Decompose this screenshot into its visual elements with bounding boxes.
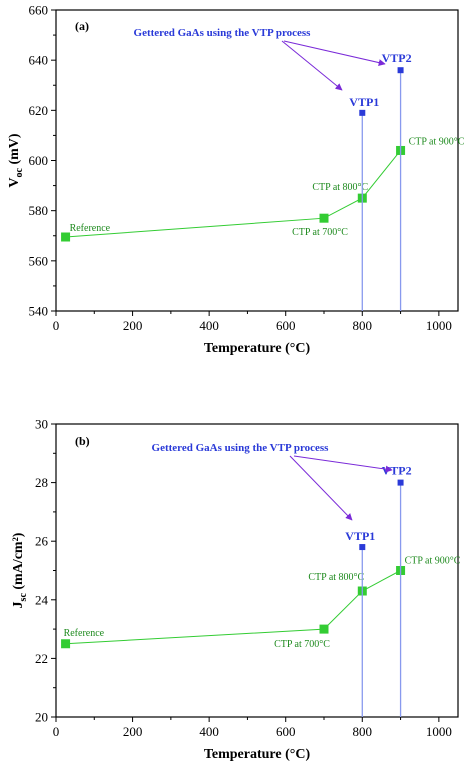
ctp-line — [65, 150, 401, 238]
vtp-point-label: VTP1 — [349, 95, 379, 109]
ctp-point — [319, 624, 329, 634]
y-tick-label: 22 — [35, 651, 48, 666]
vtp-point-label: VTP2 — [382, 464, 412, 478]
ctp-point — [61, 232, 71, 242]
y-axis-title: Voc (mV) — [7, 133, 25, 188]
vtp-point — [397, 479, 404, 486]
panel-label: (b) — [75, 434, 90, 448]
y-axis-title-unit: (mV) — [7, 133, 22, 168]
y-tick-label: 20 — [35, 710, 48, 725]
y-axis-title-main: J — [11, 601, 26, 608]
ctp-point-label: CTP at 900°C — [405, 556, 461, 567]
vtp-point-label: VTP1 — [345, 529, 375, 543]
y-axis-title: Jsc (mA/cm²) — [11, 532, 29, 608]
y-axis-title-main: V — [7, 177, 22, 187]
y-tick-label: 24 — [35, 592, 49, 607]
panel-label: (a) — [75, 19, 89, 33]
vtp-annotation: Gettered GaAs using the VTP process — [152, 442, 330, 454]
x-tick-label: 1000 — [426, 318, 452, 333]
y-tick-label: 30 — [35, 417, 48, 432]
y-tick-label: 560 — [29, 253, 49, 268]
x-tick-label: 0 — [53, 724, 60, 739]
x-tick-label: 200 — [123, 318, 143, 333]
x-tick-label: 800 — [353, 724, 373, 739]
ctp-point-label: CTP at 800°C — [308, 572, 364, 583]
panel-a: 0 200 400 600 800 1000 540 560 580 600 620 640 660 Te… — [7, 3, 465, 357]
ctp-point-label: CTP at 700°C — [292, 227, 348, 238]
y-tick-label: 26 — [35, 534, 49, 549]
ctp-point-label: Reference — [64, 628, 105, 639]
annotation-arrow — [281, 40, 343, 91]
annotation-arrow — [293, 455, 393, 473]
y-tick-label: 640 — [29, 53, 49, 68]
y-axis-title-sub: sc — [18, 593, 29, 602]
ctp-line — [65, 570, 401, 645]
x-tick-label: 600 — [276, 318, 296, 333]
ctp-point — [61, 639, 71, 649]
y-tick-label: 660 — [29, 3, 49, 18]
vtp-annotation: Gettered GaAs using the VTP process — [134, 27, 312, 39]
ctp-point-label: Reference — [70, 223, 111, 234]
annotation-arrow — [283, 40, 386, 67]
x-tick-label: 800 — [353, 318, 373, 333]
x-tick-label: 200 — [123, 724, 143, 739]
x-tick-label: 400 — [199, 318, 219, 333]
panel-b: 0 200 400 600 800 1000 20 22 24 26 28 30 Temperature… — [11, 417, 461, 763]
vtp-point-label: VTP2 — [382, 51, 412, 65]
ctp-point-label: CTP at 700°C — [274, 639, 330, 650]
ctp-point — [319, 213, 329, 223]
x-tick-label: 1000 — [426, 724, 452, 739]
y-tick-label: 540 — [29, 304, 49, 319]
y-axis-title-sub: oc — [14, 167, 25, 177]
x-tick-label: 600 — [276, 724, 296, 739]
vtp-point — [359, 109, 366, 116]
vtp-point — [359, 544, 366, 551]
x-axis-title: Temperature (°C) — [204, 747, 311, 762]
annotation-arrow — [289, 455, 353, 521]
y-tick-label: 620 — [29, 103, 49, 118]
ctp-point-label: CTP at 900°C — [409, 136, 465, 147]
x-tick-label: 0 — [53, 318, 60, 333]
ctp-point-label: CTP at 800°C — [312, 182, 368, 193]
y-axis-title-unit: (mA/cm²) — [11, 532, 26, 593]
y-tick-label: 28 — [35, 475, 48, 490]
x-axis-title: Temperature (°C) — [204, 341, 311, 356]
vtp-point — [397, 67, 404, 74]
y-tick-label: 580 — [29, 203, 49, 218]
y-tick-label: 600 — [29, 153, 49, 168]
x-tick-label: 400 — [199, 724, 219, 739]
